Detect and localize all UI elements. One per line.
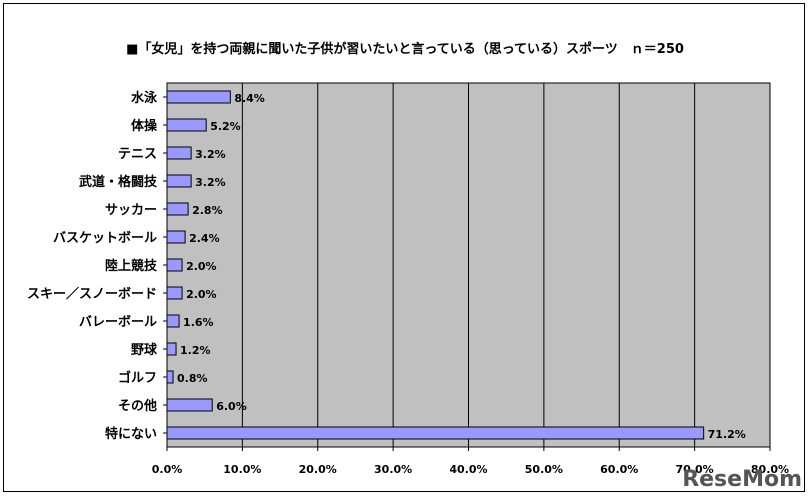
bar xyxy=(166,230,186,244)
watermark-logo: ReseMom xyxy=(682,467,802,492)
x-tick-label: 60.0% xyxy=(600,463,638,476)
x-tick-label: 50.0% xyxy=(525,463,563,476)
category-label: 野球 xyxy=(131,342,158,358)
x-tick-label: 70.0% xyxy=(676,463,714,476)
data-label: 0.8% xyxy=(177,372,208,385)
category-label: 武道・格闘技 xyxy=(79,174,158,190)
bar xyxy=(166,370,174,384)
category-label: 水泳 xyxy=(131,90,158,106)
bar xyxy=(166,118,207,132)
data-label: 1.6% xyxy=(183,316,214,329)
category-label: 特にない xyxy=(105,426,157,442)
bar xyxy=(166,174,192,188)
data-label: 2.0% xyxy=(186,288,217,301)
data-label: 6.0% xyxy=(216,400,247,413)
bar xyxy=(166,258,183,272)
x-tick-label: 40.0% xyxy=(449,463,487,476)
data-label: 2.4% xyxy=(189,232,220,245)
category-label: その他 xyxy=(118,398,157,414)
x-tick-label: 80.0% xyxy=(751,463,789,476)
bar xyxy=(166,202,189,216)
data-label: 2.0% xyxy=(186,260,217,273)
data-label: 1.2% xyxy=(180,344,211,357)
bar xyxy=(166,286,183,300)
x-tick-label: 20.0% xyxy=(299,463,337,476)
category-label: サッカー xyxy=(105,203,157,218)
category-label: バレーボール xyxy=(79,314,157,330)
category-label: スキー／スノーボード xyxy=(27,286,157,302)
data-label: 5.2% xyxy=(210,120,241,133)
data-label: 3.2% xyxy=(195,176,226,189)
chart-title: ■「女児」を持つ両親に聞いた子供が習いたいと言っている（思っている）スポーツ ｎ… xyxy=(126,42,684,57)
data-label: 3.2% xyxy=(195,148,226,161)
bar xyxy=(166,90,231,104)
data-label: 2.8% xyxy=(192,204,223,217)
category-label: 体操 xyxy=(131,118,157,134)
x-tick-label: 10.0% xyxy=(223,463,261,476)
category-label: バスケットボール xyxy=(53,230,157,246)
category-label: ゴルフ xyxy=(118,370,157,386)
x-tick-label: 30.0% xyxy=(374,463,412,476)
bar xyxy=(166,314,180,328)
category-label: 陸上競技 xyxy=(105,258,158,274)
category-label: テニス xyxy=(118,147,157,162)
x-tick-label: 0.0% xyxy=(152,463,183,476)
bar xyxy=(166,342,177,356)
bar xyxy=(166,426,705,440)
data-label: 8.4% xyxy=(234,92,265,105)
bar xyxy=(166,146,192,160)
bar xyxy=(166,398,213,412)
data-label: 71.2% xyxy=(708,428,746,441)
